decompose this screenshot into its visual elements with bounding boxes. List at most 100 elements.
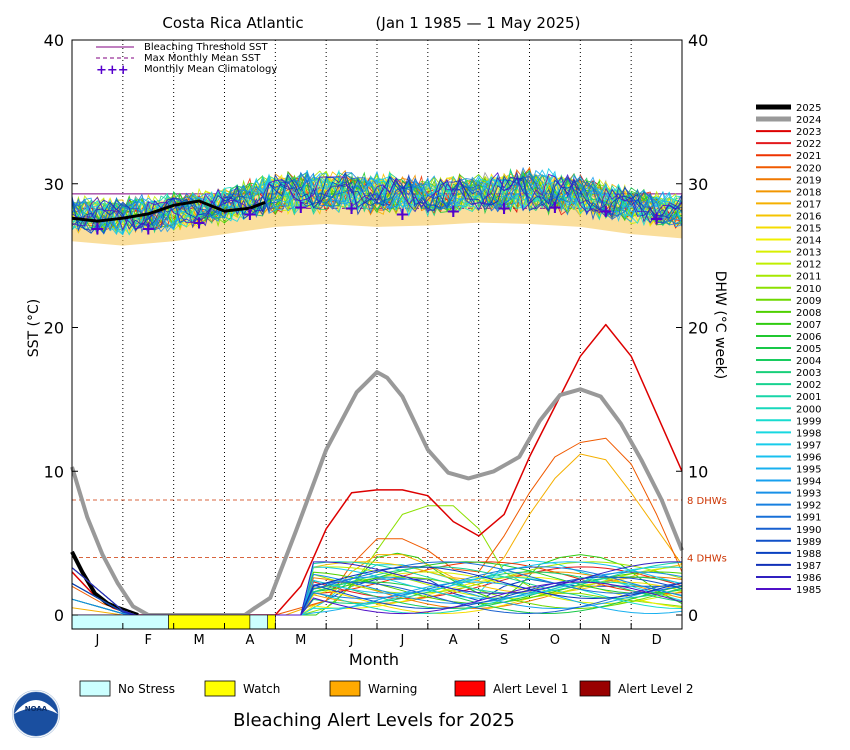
- x-tick-label: J: [94, 633, 99, 648]
- year-legend-label-2013: 2013: [796, 248, 821, 259]
- alert-legend-swatch: [579, 680, 611, 697]
- dhw-line-2024: [70, 370, 684, 617]
- y-right-tick-label: 0: [688, 606, 698, 625]
- x-axis-label: Month: [349, 650, 399, 669]
- x-tick-label: N: [601, 633, 611, 648]
- chart-title: Costa Rica Atlantic: [162, 14, 303, 32]
- x-tick-label: J: [349, 633, 354, 648]
- climatology-marker: +: [293, 197, 308, 218]
- alert-level-legend: No Stress Watch Warning Alert Level 1 Alert …: [79, 680, 694, 697]
- alert-legend-label: No Stress: [118, 682, 175, 696]
- alert-legend-label: Watch: [243, 682, 280, 696]
- year-legend-label-2009: 2009: [796, 296, 821, 307]
- chart-legend: Bleaching Threshold SST Max Monthly Mean…: [96, 42, 277, 78]
- y-left-tick-label: 30: [44, 175, 64, 194]
- sst-series: [71, 166, 683, 236]
- noaa-logo-icon: NOAA: [12, 690, 60, 738]
- year-legend-label-2017: 2017: [796, 199, 821, 210]
- year-legend-label-2004: 2004: [796, 356, 821, 367]
- y-right-tick-label: 10: [688, 462, 708, 481]
- alert-strip-segment: [168, 614, 251, 630]
- year-legend-label-1999: 1999: [796, 416, 821, 427]
- climatology-markers: + + + + + + + + + + + +: [90, 197, 664, 240]
- climatology-marker: +: [90, 218, 105, 239]
- year-legend-label-1987: 1987: [796, 561, 821, 572]
- year-legend-label-1986: 1986: [796, 573, 821, 584]
- axes: 0 0 10 10 20 20 30 30 40 40 J F M A M J J A S O N D: [44, 31, 709, 648]
- x-tick-label: F: [145, 633, 152, 648]
- year-legend-label-2018: 2018: [796, 187, 821, 198]
- x-tick-label: M: [193, 633, 204, 648]
- alert-strip: [71, 614, 276, 630]
- sst-line-1985: [71, 170, 683, 232]
- legend-threshold-label: Bleaching Threshold SST: [144, 42, 269, 53]
- year-legend-label-2025: 2025: [796, 103, 821, 114]
- alert-legend-swatch: [204, 680, 236, 697]
- year-legend-label-2001: 2001: [796, 392, 821, 403]
- climatology-marker: +: [395, 204, 410, 225]
- alert-legend-title: Bleaching Alert Levels for 2025: [233, 710, 515, 731]
- y-left-tick-label: 10: [44, 462, 64, 481]
- year-legend-label-2011: 2011: [796, 272, 821, 283]
- dhw-reference-label: 8 DHWs: [687, 496, 727, 507]
- year-legend-label-1992: 1992: [796, 501, 821, 512]
- climatology-marker: +: [547, 197, 562, 218]
- x-tick-label: D: [652, 633, 662, 648]
- sst-line-1995: [71, 170, 683, 236]
- sst-line-1998: [71, 173, 683, 236]
- year-legend-label-2007: 2007: [796, 320, 821, 331]
- year-legend-label-2021: 2021: [796, 151, 821, 162]
- year-legend-label-1994: 1994: [796, 477, 821, 488]
- year-legend-label-1995: 1995: [796, 465, 821, 476]
- year-legend-label-1998: 1998: [796, 428, 821, 439]
- year-legend-label-2003: 2003: [796, 368, 821, 379]
- year-legend: 2025202420232022202120202019201820172016…: [756, 103, 821, 596]
- climatology-marker: +: [497, 198, 512, 219]
- year-legend-label-2010: 2010: [796, 284, 821, 295]
- year-legend-label-2020: 2020: [796, 163, 821, 174]
- x-tick-label: A: [245, 633, 254, 648]
- alert-legend-swatch: [79, 680, 111, 697]
- year-legend-label-2000: 2000: [796, 404, 821, 415]
- climatology-marker: +: [192, 213, 207, 234]
- climatology-marker: +: [344, 198, 359, 219]
- year-legend-label-2015: 2015: [796, 224, 821, 235]
- year-legend-label-1985: 1985: [796, 585, 821, 596]
- alert-legend-label: Alert Level 1: [493, 682, 569, 696]
- climatology-marker: +: [242, 204, 257, 225]
- year-legend-label-1989: 1989: [796, 537, 821, 548]
- year-legend-label-1991: 1991: [796, 513, 821, 524]
- alert-legend-label: Alert Level 2: [618, 682, 694, 696]
- alert-strip-segment: [249, 614, 269, 630]
- x-tick-label: M: [295, 633, 306, 648]
- legend-climatology-swatch: +++: [96, 63, 129, 78]
- y-left-tick-label: 0: [54, 606, 64, 625]
- year-legend-label-2016: 2016: [796, 211, 821, 222]
- y-left-tick-label: 40: [44, 31, 64, 50]
- alert-strip-segment: [71, 614, 169, 630]
- climatology-marker: +: [598, 201, 613, 222]
- climatology-marker: +: [649, 208, 664, 229]
- climatology-marker: +: [141, 218, 156, 239]
- year-legend-label-2023: 2023: [796, 127, 821, 138]
- year-legend-label-1990: 1990: [796, 525, 821, 536]
- alert-legend-swatch: [454, 680, 486, 697]
- y-right-tick-label: 30: [688, 175, 708, 194]
- year-legend-label-1988: 1988: [796, 549, 821, 560]
- y-right-tick-label: 20: [688, 319, 708, 338]
- chart-date-range: (Jan 1 1985 — 1 May 2025): [376, 14, 581, 32]
- year-legend-label-1997: 1997: [796, 440, 821, 451]
- noaa-logo-text: NOAA: [25, 705, 48, 713]
- year-legend-label-2005: 2005: [796, 344, 821, 355]
- year-legend-label-2002: 2002: [796, 380, 821, 391]
- legend-mmm-label: Max Monthly Mean SST: [144, 53, 261, 64]
- alert-strip-segment: [267, 614, 276, 630]
- year-legend-label-2012: 2012: [796, 260, 821, 271]
- x-tick-label: A: [449, 633, 458, 648]
- year-legend-label-2022: 2022: [796, 139, 821, 150]
- y-left-tick-label: 20: [44, 319, 64, 338]
- x-tick-label: O: [550, 633, 560, 648]
- legend-climatology-label: Monthly Mean Climatology: [144, 64, 277, 75]
- alert-legend-swatch: [329, 680, 361, 697]
